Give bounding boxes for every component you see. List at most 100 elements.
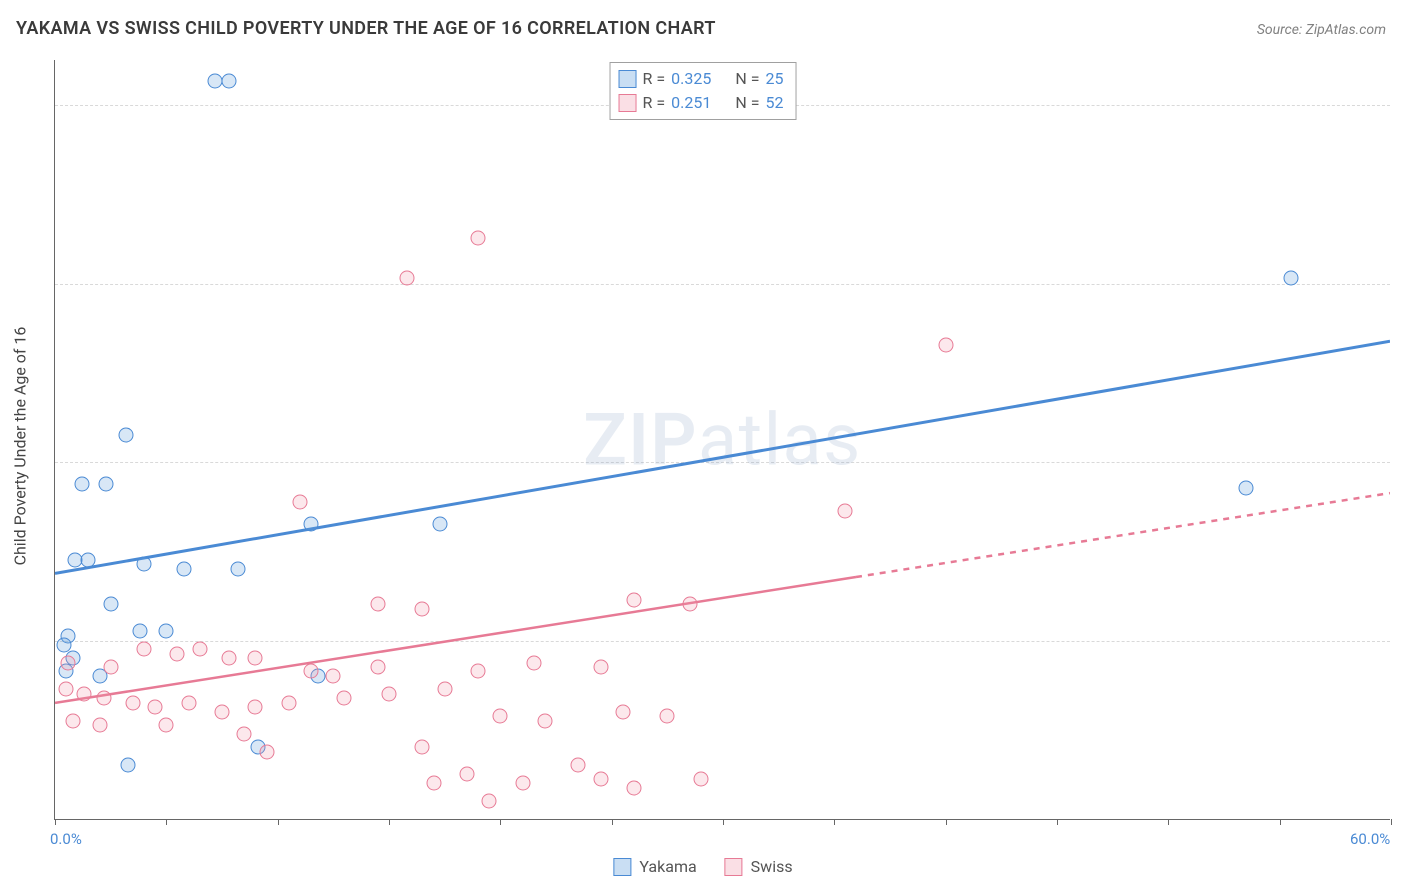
x-tick bbox=[55, 819, 56, 825]
grid-line bbox=[55, 641, 1390, 642]
y-tick-label: 20.0% bbox=[1398, 632, 1406, 650]
y-tick-label: 60.0% bbox=[1398, 275, 1406, 293]
data-point bbox=[103, 597, 118, 612]
data-point bbox=[571, 758, 586, 773]
grid-line bbox=[55, 462, 1390, 463]
data-point bbox=[248, 700, 263, 715]
data-point bbox=[230, 561, 245, 576]
x-tick bbox=[1391, 819, 1392, 825]
data-point bbox=[132, 624, 147, 639]
legend-series: Yakama Swiss bbox=[613, 857, 792, 876]
legend-stats-row-yakama: R = 0.325 N = 25 bbox=[619, 67, 784, 91]
data-point bbox=[626, 780, 641, 795]
legend-item-swiss: Swiss bbox=[725, 857, 793, 876]
data-point bbox=[125, 695, 140, 710]
data-point bbox=[537, 713, 552, 728]
data-point bbox=[148, 700, 163, 715]
data-point bbox=[292, 494, 307, 509]
data-point bbox=[281, 695, 296, 710]
data-point bbox=[399, 271, 414, 286]
data-point bbox=[119, 427, 134, 442]
legend-n-value: 52 bbox=[765, 91, 783, 115]
data-point bbox=[221, 74, 236, 89]
data-point bbox=[493, 709, 508, 724]
data-point bbox=[471, 664, 486, 679]
y-axis-label: Child Poverty Under the Age of 16 bbox=[11, 327, 30, 566]
y-tick-label: 80.0% bbox=[1398, 96, 1406, 114]
data-point bbox=[593, 771, 608, 786]
legend-n-label: N = bbox=[735, 67, 759, 91]
data-point bbox=[415, 740, 430, 755]
legend-stats: R = 0.325 N = 25 R = 0.251 N = 52 bbox=[610, 62, 797, 120]
legend-swatch-swiss bbox=[619, 94, 637, 112]
data-point bbox=[259, 744, 274, 759]
data-point bbox=[326, 668, 341, 683]
data-point bbox=[92, 718, 107, 733]
y-tick-label: 40.0% bbox=[1398, 453, 1406, 471]
x-tick-label: 60.0% bbox=[1350, 830, 1390, 848]
watermark: ZIPatlas bbox=[583, 397, 862, 482]
data-point bbox=[838, 503, 853, 518]
data-point bbox=[248, 651, 263, 666]
data-point bbox=[159, 624, 174, 639]
legend-stats-row-swiss: R = 0.251 N = 52 bbox=[619, 91, 784, 115]
legend-swatch-swiss bbox=[725, 858, 743, 876]
legend-swatch-yakama bbox=[613, 858, 631, 876]
data-point bbox=[61, 655, 76, 670]
data-point bbox=[459, 767, 474, 782]
data-point bbox=[370, 597, 385, 612]
legend-label: Yakama bbox=[639, 857, 696, 876]
legend-n-value: 25 bbox=[765, 67, 783, 91]
legend-n-label: N = bbox=[735, 91, 759, 115]
data-point bbox=[304, 516, 319, 531]
x-tick bbox=[278, 819, 279, 825]
data-point bbox=[137, 557, 152, 572]
x-tick bbox=[612, 819, 613, 825]
x-tick bbox=[834, 819, 835, 825]
data-point bbox=[181, 695, 196, 710]
legend-swatch-yakama bbox=[619, 70, 637, 88]
data-point bbox=[382, 686, 397, 701]
data-point bbox=[74, 476, 89, 491]
x-tick bbox=[1057, 819, 1058, 825]
data-point bbox=[471, 230, 486, 245]
data-point bbox=[99, 476, 114, 491]
legend-r-value: 0.325 bbox=[671, 67, 711, 91]
data-point bbox=[304, 664, 319, 679]
x-tick bbox=[389, 819, 390, 825]
legend-r-label: R = bbox=[643, 91, 666, 115]
data-point bbox=[170, 646, 185, 661]
data-point bbox=[615, 704, 630, 719]
x-tick bbox=[166, 819, 167, 825]
data-point bbox=[660, 709, 675, 724]
data-point bbox=[76, 686, 91, 701]
data-point bbox=[370, 660, 385, 675]
data-point bbox=[221, 651, 236, 666]
data-point bbox=[593, 660, 608, 675]
legend-label: Swiss bbox=[751, 857, 793, 876]
data-point bbox=[682, 597, 697, 612]
data-point bbox=[693, 771, 708, 786]
data-point bbox=[237, 727, 252, 742]
data-point bbox=[437, 682, 452, 697]
data-point bbox=[59, 682, 74, 697]
source-attribution: Source: ZipAtlas.com bbox=[1257, 22, 1386, 38]
data-point bbox=[626, 592, 641, 607]
data-point bbox=[65, 713, 80, 728]
data-point bbox=[426, 776, 441, 791]
data-point bbox=[433, 516, 448, 531]
grid-line bbox=[55, 284, 1390, 285]
x-tick bbox=[1168, 819, 1169, 825]
data-point bbox=[337, 691, 352, 706]
data-point bbox=[96, 691, 111, 706]
data-point bbox=[482, 794, 497, 809]
data-point bbox=[177, 561, 192, 576]
legend-item-yakama: Yakama bbox=[613, 857, 696, 876]
data-point bbox=[938, 338, 953, 353]
data-point bbox=[415, 601, 430, 616]
chart-title: YAKAMA VS SWISS CHILD POVERTY UNDER THE … bbox=[16, 18, 716, 39]
data-point bbox=[81, 552, 96, 567]
data-point bbox=[121, 758, 136, 773]
x-tick bbox=[1280, 819, 1281, 825]
x-tick-label: 0.0% bbox=[50, 830, 82, 848]
